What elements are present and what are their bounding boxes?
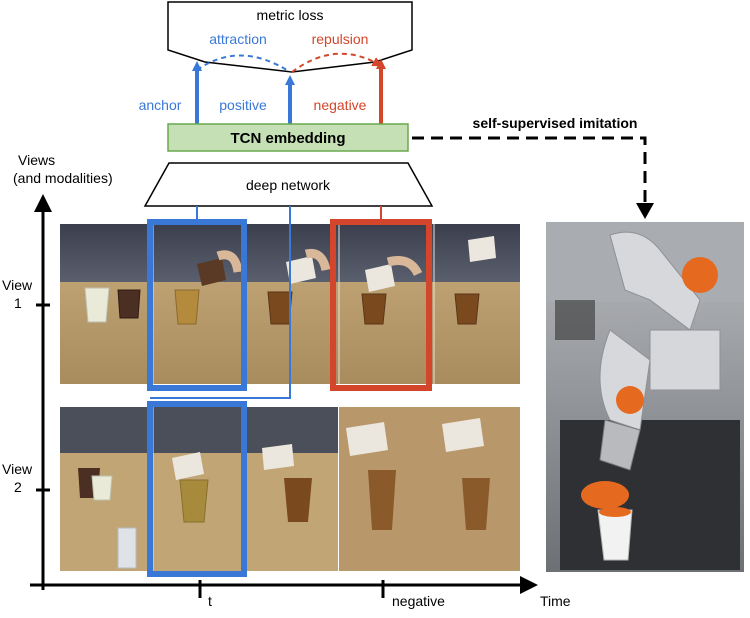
view1-label: View [2,277,33,293]
t-tick-label: t [208,593,212,609]
view2-number: 2 [14,479,22,495]
positive-label: positive [219,97,267,113]
metric-loss-label: metric loss [257,7,324,23]
negative-highlight-box [330,219,432,391]
repulsion-arc [291,52,383,73]
attraction-label: attraction [209,31,267,47]
imitation-label: self-supervised imitation [473,115,638,131]
positive-highlight-box [147,401,247,577]
repulsion-label: repulsion [312,31,369,47]
deep-network-box: deep network [143,162,434,207]
view1-number: 1 [14,295,22,311]
anchor-label: anchor [139,97,182,113]
views-axis-label: Views [18,152,55,168]
deep-network-label: deep network [246,177,331,193]
attraction-arc [196,54,291,73]
robot-photo [546,222,744,572]
imitation-arrowhead [636,203,654,219]
views-axis-sublabel: (and modalities) [13,170,113,186]
tcn-embedding-box: TCN embedding [167,123,409,152]
positive-connector [150,206,291,399]
view1-frame-extra [433,224,520,384]
imitation-connector [412,136,647,205]
view2-frames [60,407,520,571]
negative-tick-label: negative [392,593,445,609]
view2-label: View [2,461,33,477]
views-axis-arrowhead [34,194,52,212]
negative-label: negative [314,97,367,113]
tcn-embedding-label: TCN embedding [231,130,346,147]
time-axis-arrowhead [520,576,538,594]
time-axis-label: Time [540,593,571,609]
metric-loss-box: metric loss [167,1,413,73]
